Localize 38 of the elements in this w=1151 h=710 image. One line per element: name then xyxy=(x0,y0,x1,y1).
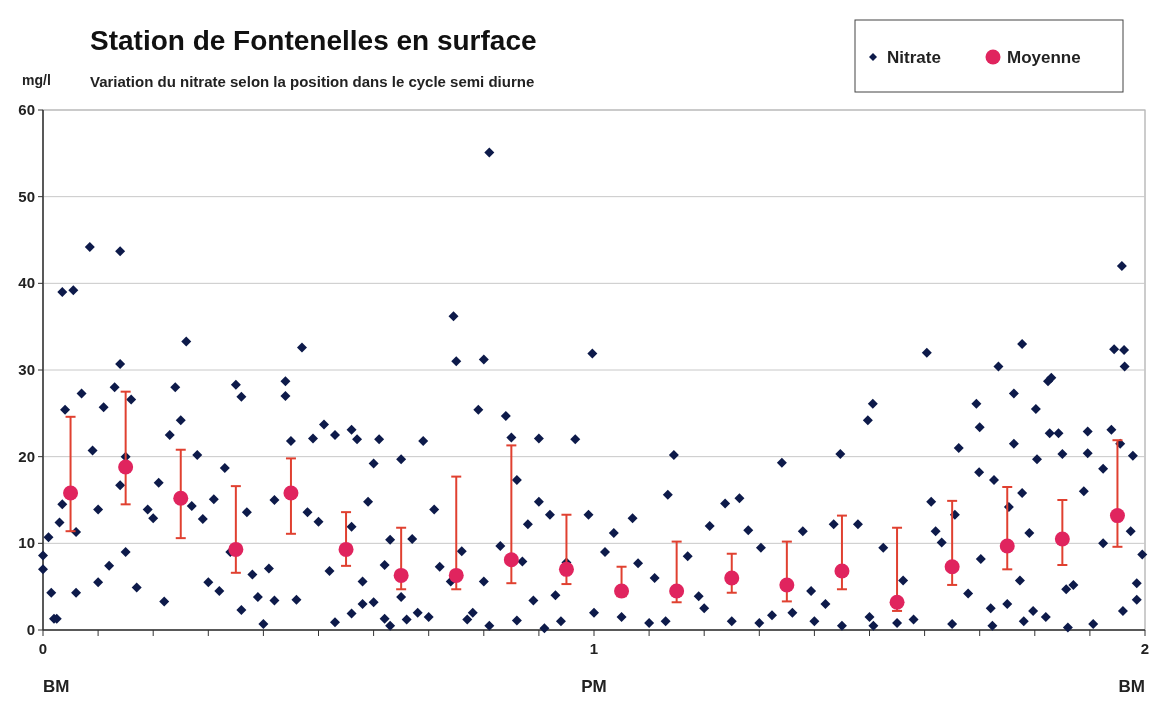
legend-label: Moyenne xyxy=(1007,48,1081,67)
point xyxy=(173,490,189,506)
point xyxy=(779,577,795,593)
point xyxy=(228,541,244,557)
x-tick-label: 0 xyxy=(38,640,48,657)
y-tick-label: 40 xyxy=(18,274,35,292)
x-tick-label: 2 xyxy=(1140,640,1150,657)
y-tick-label: 0 xyxy=(26,621,35,638)
chart-subtitle: Variation du nitrate selon la position dans le cycle semi diurne xyxy=(90,73,535,90)
point xyxy=(558,561,574,577)
point xyxy=(1109,508,1125,524)
y-tick-label: 60 xyxy=(18,101,35,118)
point xyxy=(118,459,134,475)
point xyxy=(889,594,905,610)
point xyxy=(724,570,740,586)
chart-title: Station de Fontenelles en surface xyxy=(90,25,537,56)
point xyxy=(338,541,354,557)
x-tick-label: 1 xyxy=(589,640,599,657)
point xyxy=(448,567,464,583)
point xyxy=(503,552,519,568)
legend-label: Nitrate xyxy=(887,48,941,67)
point xyxy=(614,583,630,599)
text: PM xyxy=(581,677,607,696)
point xyxy=(944,559,960,575)
y-axis-title: mg/l xyxy=(22,72,51,88)
y-tick-label: 10 xyxy=(18,534,35,552)
point xyxy=(1054,531,1070,547)
y-tick-label: 50 xyxy=(18,187,35,205)
point xyxy=(834,563,850,579)
point xyxy=(393,567,409,583)
point xyxy=(63,485,79,501)
point xyxy=(283,485,299,501)
y-tick-label: 20 xyxy=(18,447,35,465)
point xyxy=(999,538,1015,554)
text: BM xyxy=(43,677,70,696)
point xyxy=(669,583,685,599)
text: BM xyxy=(1118,677,1145,696)
y-tick-label: 30 xyxy=(18,361,35,378)
